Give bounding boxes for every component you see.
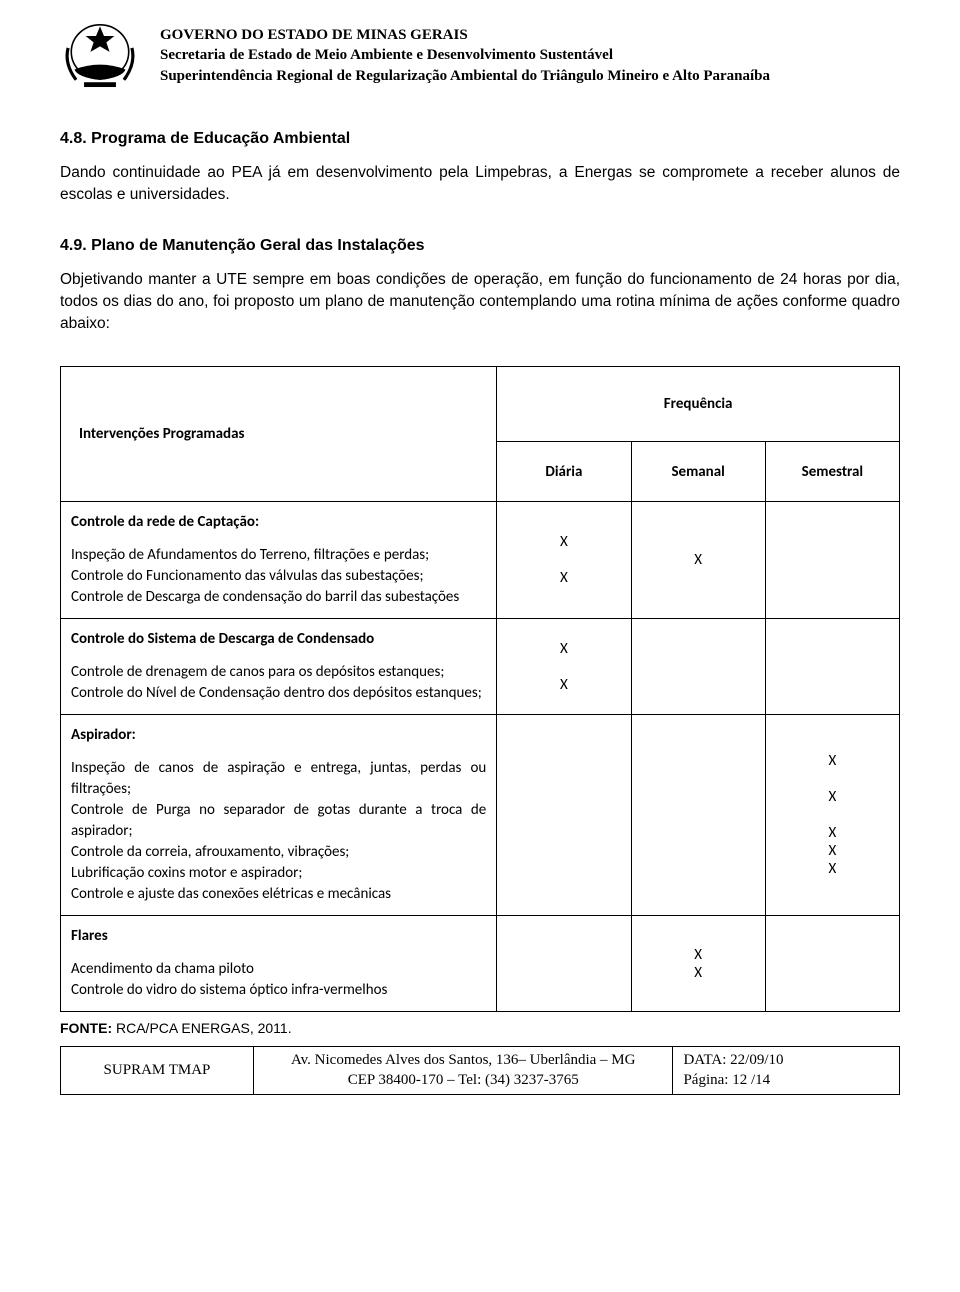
table-row: Controle da rede de Captação: Inspeção d… [61, 502, 900, 619]
table-row: Aspirador: Inspeção de canos de aspiraçã… [61, 715, 900, 916]
cell-semanal [631, 715, 765, 916]
fonte-line: FONTE: RCA/PCA ENERGAS, 2011. [60, 1020, 900, 1036]
row-title: Flares [71, 926, 486, 947]
maintenance-table: Intervenções Programadas Frequência Diár… [60, 366, 900, 1012]
footer-right: DATA: 22/09/10 Página: 12 /14 [673, 1047, 900, 1095]
section-49-title: 4.9. Plano de Manutenção Geral das Insta… [60, 237, 900, 255]
cell-semestral [765, 619, 899, 715]
col-diaria: Diária [497, 442, 631, 502]
cell-diaria: X X [497, 619, 631, 715]
row-desc: Flares Acendimento da chama piloto Contr… [61, 916, 497, 1012]
row-lines: Inspeção de canos de aspiração e entrega… [71, 759, 486, 903]
cell-semanal [631, 619, 765, 715]
table-body: Controle da rede de Captação: Inspeção d… [61, 502, 900, 1012]
cell-semestral [765, 502, 899, 619]
col-frequencia: Frequência [497, 367, 900, 442]
row-title: Aspirador: [71, 725, 486, 746]
col-semestral: Semestral [765, 442, 899, 502]
table-row: Flares Acendimento da chama piloto Contr… [61, 916, 900, 1012]
col-semanal: Semanal [631, 442, 765, 502]
page-footer: SUPRAM TMAP Av. Nicomedes Alves dos Sant… [60, 1046, 900, 1095]
row-title: Controle da rede de Captação: [71, 512, 486, 533]
row-title: Controle do Sistema de Descarga de Conde… [71, 629, 486, 650]
cell-semanal: X X [631, 916, 765, 1012]
section-48-title: 4.8. Programa de Educação Ambiental [60, 130, 900, 148]
footer-mid-line1: Av. Nicomedes Alves dos Santos, 136– Ube… [291, 1052, 636, 1068]
section-49-body: Objetivando manter a UTE sempre em boas … [60, 269, 900, 334]
section-48-body: Dando continuidade ao PEA já em desenvol… [60, 162, 900, 205]
row-lines: Acendimento da chama piloto Controle do … [71, 960, 387, 999]
cell-diaria [497, 715, 631, 916]
cell-semestral: X X X X X [765, 715, 899, 916]
footer-mid-line2: CEP 38400-170 – Tel: (34) 3237-3765 [348, 1072, 579, 1088]
col-intervencoes: Intervenções Programadas [61, 367, 497, 502]
row-desc: Aspirador: Inspeção de canos de aspiraçã… [61, 715, 497, 916]
maintenance-table-wrap: Intervenções Programadas Frequência Diár… [60, 366, 900, 1012]
cell-semestral [765, 916, 899, 1012]
table-row: Controle do Sistema de Descarga de Conde… [61, 619, 900, 715]
fonte-text: RCA/PCA ENERGAS, 2011. [112, 1020, 291, 1036]
row-desc: Controle do Sistema de Descarga de Conde… [61, 619, 497, 715]
footer-table: SUPRAM TMAP Av. Nicomedes Alves dos Sant… [60, 1046, 900, 1095]
state-crest-icon [60, 20, 140, 95]
row-lines: Controle de drenagem de canos para os de… [71, 663, 482, 702]
cell-diaria: X X [497, 502, 631, 619]
row-desc: Controle da rede de Captação: Inspeção d… [61, 502, 497, 619]
footer-left: SUPRAM TMAP [61, 1047, 254, 1095]
document-header: GOVERNO DO ESTADO DE MINAS GERAIS Secret… [60, 20, 900, 95]
header-text: GOVERNO DO ESTADO DE MINAS GERAIS Secret… [160, 20, 770, 86]
footer-right-line2: Página: 12 /14 [683, 1072, 770, 1088]
row-lines: Inspeção de Afundamentos do Terreno, fil… [71, 546, 459, 606]
cell-diaria [497, 916, 631, 1012]
footer-mid: Av. Nicomedes Alves dos Santos, 136– Ube… [253, 1047, 673, 1095]
page: GOVERNO DO ESTADO DE MINAS GERAIS Secret… [0, 0, 960, 1115]
fonte-label: FONTE: [60, 1020, 112, 1036]
footer-right-line1: DATA: 22/09/10 [683, 1052, 783, 1068]
header-line-2: Secretaria de Estado de Meio Ambiente e … [160, 45, 770, 65]
header-line-3: Superintendência Regional de Regularizaç… [160, 66, 770, 86]
cell-semanal: X [631, 502, 765, 619]
header-line-1: GOVERNO DO ESTADO DE MINAS GERAIS [160, 25, 770, 45]
